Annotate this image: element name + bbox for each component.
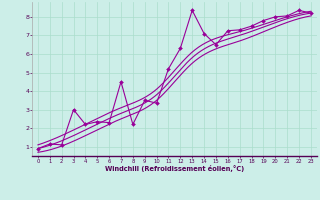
- X-axis label: Windchill (Refroidissement éolien,°C): Windchill (Refroidissement éolien,°C): [105, 165, 244, 172]
